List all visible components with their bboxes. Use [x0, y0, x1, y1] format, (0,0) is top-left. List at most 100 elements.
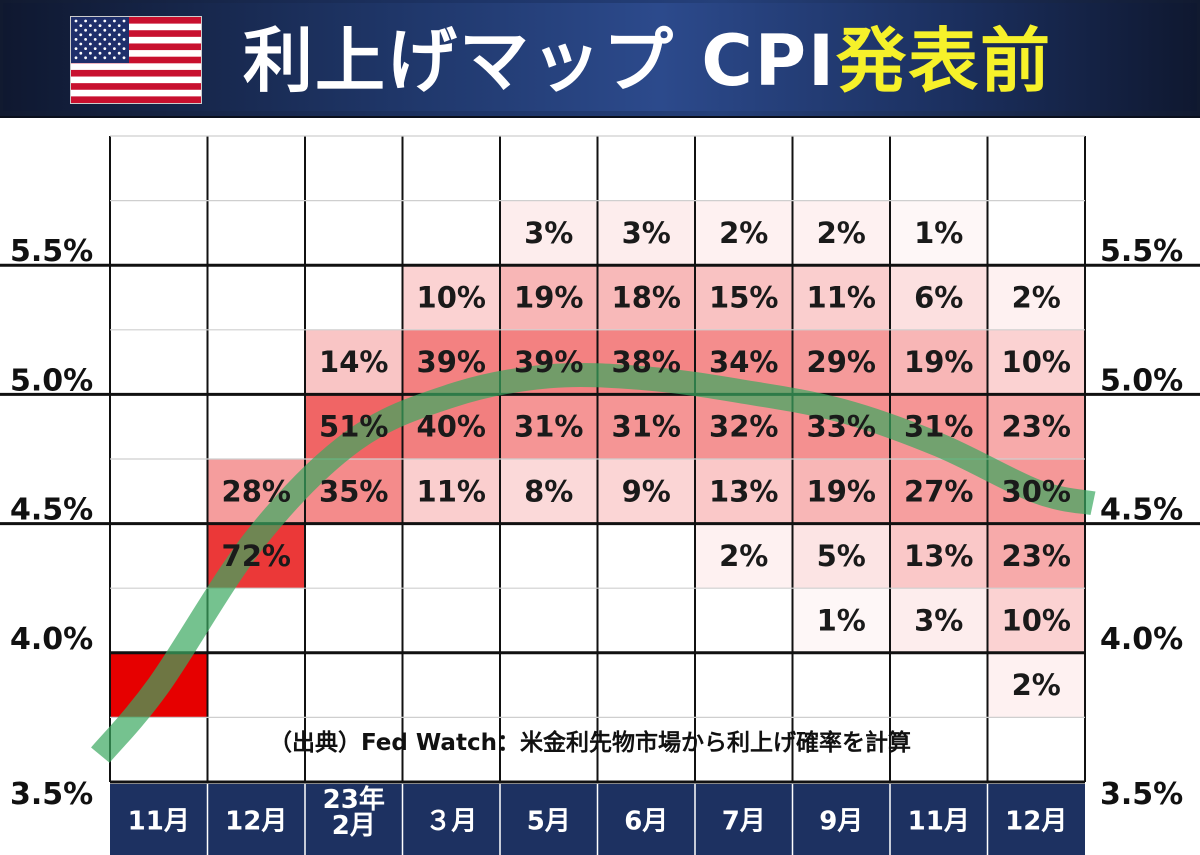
source-note: （出典）Fed Watch：米金利先物市場から利上げ確率を計算 [269, 729, 911, 756]
cell-value-label: 5% [817, 539, 866, 573]
flag-star [108, 42, 111, 46]
flag-star [103, 56, 107, 60]
heatmap-cell [500, 136, 598, 201]
heatmap-cell [207, 136, 305, 201]
flag-star [98, 24, 102, 27]
heatmap-cell [890, 329, 988, 395]
cell-value-label: 1% [914, 216, 963, 250]
flag-star [79, 33, 83, 37]
flag-stripe [71, 96, 201, 103]
cell-value-label: 27% [904, 474, 973, 508]
heatmap-cell [597, 459, 695, 524]
cell-value-label: 8% [524, 474, 573, 508]
cell-value-label: 33% [807, 410, 876, 444]
flag-star [74, 19, 78, 23]
cell-value-label: 28% [222, 474, 291, 508]
flag-stripe [71, 17, 201, 24]
flag-star [98, 51, 102, 55]
cell-value-label: 11% [807, 281, 876, 315]
flag-star [79, 51, 83, 55]
cell-value-label: 32% [709, 410, 778, 444]
heatmap-cell [890, 652, 988, 718]
heatmap-cell [305, 136, 403, 201]
heatmap-cell [305, 588, 403, 653]
flag-star [89, 33, 92, 37]
heatmap-cell [597, 200, 695, 266]
cell-value-label: 2% [1012, 668, 1061, 702]
heatmap-cell [792, 329, 890, 395]
heatmap-cell [305, 717, 403, 782]
rate-hike-heatmap: 3% 3% 2% 2% 1% 10% 19% 18% 15% 11% 6% 2% 14% 39% 39% 38… [0, 135, 1200, 855]
flag-star [89, 51, 92, 55]
x-tick-label: 12月 [225, 807, 287, 837]
heatmap-cell [110, 265, 208, 330]
flag-star [74, 47, 78, 50]
x-tick-label: 11月 [908, 807, 970, 837]
x-tick-label: ３月 [425, 807, 477, 837]
heatmap-cell [207, 265, 305, 330]
flag-star [122, 19, 126, 23]
heatmap-cell [890, 265, 988, 330]
flag-stripe [71, 43, 201, 51]
page-title: 利上げマップ CPI発表前 [243, 17, 1052, 105]
heatmap-cell [695, 588, 793, 653]
heatmap-cell [987, 265, 1085, 330]
heatmap-cell [695, 200, 793, 266]
cell-value-label: 10% [417, 281, 486, 315]
flag-star [93, 19, 97, 23]
heatmap-cell [987, 523, 1085, 589]
flag-stripe [71, 30, 201, 37]
heatmap-cell [110, 523, 208, 589]
heatmap-cells [110, 136, 1085, 782]
y-tick-label-right: 4.5% [1100, 493, 1183, 528]
heatmap-cell [695, 717, 793, 782]
flag-star [108, 24, 111, 27]
heatmap-cell [792, 265, 890, 330]
flag-star [93, 38, 97, 41]
cell-value-label: 1% [817, 604, 866, 638]
flag-star [117, 42, 121, 46]
flag-star [98, 42, 102, 46]
flag-star [93, 47, 97, 50]
heatmap-cell [695, 652, 793, 718]
heatmap-cell [792, 200, 890, 266]
heatmap-cell [695, 459, 793, 524]
heatmap-cell [500, 459, 598, 524]
heatmap-cell [890, 136, 988, 201]
heatmap-cell [110, 394, 208, 459]
y-axis-labels: 5.5% 5.5% 5.0% 5.0% 4.5% 4.5% 4.0% 4.0% 3.5% 3.5% [10, 234, 1183, 812]
heatmap-cell [402, 136, 500, 201]
heatmap-cell [987, 136, 1085, 201]
cell-value-label: 3% [524, 216, 573, 250]
title-highlight: 発表前 [836, 20, 1053, 102]
flag-star [103, 38, 107, 41]
cell-value-label: 31% [612, 410, 681, 444]
y-tick-label-left: 4.5% [10, 493, 93, 528]
heatmap-cell [402, 459, 500, 524]
heatmap-cell [305, 329, 403, 395]
heatmap-cell [695, 265, 793, 330]
flag-star [113, 47, 116, 50]
flag-star [122, 47, 126, 50]
cell-value-label: 19% [514, 281, 583, 315]
heatmap-cell [792, 136, 890, 201]
cell-value-label: 2% [719, 539, 768, 573]
heatmap-cell [402, 588, 500, 653]
flag-star [89, 42, 92, 46]
heatmap-cell [402, 652, 500, 718]
heatmap-cell [207, 652, 305, 718]
flag-star [122, 28, 126, 32]
flag-stripe [71, 83, 201, 90]
cell-value-label: 31% [904, 410, 973, 444]
y-tick-label-right: 5.0% [1100, 363, 1183, 398]
heatmap-cell [597, 136, 695, 201]
flag-star [113, 19, 116, 23]
cell-labels: 3% 3% 2% 2% 1% 10% 19% 18% 15% 11% 6% 2% 14% 39% 39% 38… [222, 216, 1071, 702]
x-tick-label: 5月 [527, 807, 571, 837]
header-background: 利上げマップ CPI発表前 [3, 3, 1197, 111]
cell-value-label: 38% [612, 345, 681, 379]
heatmap-cell [890, 200, 988, 266]
x-tick-label: 6月 [624, 807, 668, 837]
flag-stripe [71, 56, 201, 64]
